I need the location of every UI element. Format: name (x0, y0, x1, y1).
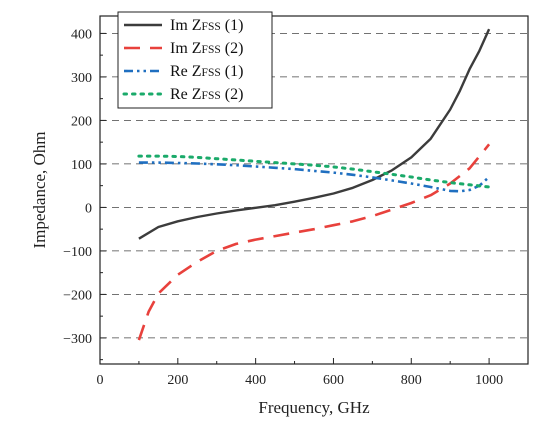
series-line (137, 143, 491, 341)
x-axis-title: Frequency, GHz (258, 398, 370, 417)
legend: Im ZFSS (1) Im ZFSS (2) Re ZFSS (1) Re ZFSS… (117, 11, 273, 109)
x-tick-label: 800 (401, 373, 422, 388)
y-tick-label: −200 (63, 288, 92, 303)
x-tick-label: 200 (167, 373, 188, 388)
x-tick-label: 400 (245, 373, 266, 388)
x-tick-label: 0 (97, 373, 104, 388)
x-tick-label: 1000 (475, 373, 503, 388)
legend-label: Im ZFSS (2) (170, 40, 243, 57)
legend-label: Re ZFSS (2) (170, 86, 243, 103)
series-line (137, 154, 491, 189)
y-tick-label: −300 (63, 332, 92, 347)
series-layer (137, 28, 491, 341)
legend-box (117, 11, 273, 109)
y-tick-label: 400 (71, 27, 92, 42)
legend-label: Re ZFSS (1) (170, 63, 243, 80)
plot-frame (99, 15, 529, 365)
legend-label: Im ZFSS (1) (170, 17, 243, 34)
y-tick-label: −100 (63, 245, 92, 260)
y-axis-title: Impedance, Ohm (30, 131, 49, 248)
y-tick-label: 0 (85, 201, 92, 216)
y-tick-label: 300 (71, 71, 92, 86)
x-tick-label: 600 (323, 373, 344, 388)
axis-ticks (99, 32, 529, 364)
series-line (138, 161, 490, 193)
series-line (138, 28, 491, 240)
y-tick-label: 100 (71, 158, 92, 173)
y-tick-label: 200 (71, 114, 92, 129)
